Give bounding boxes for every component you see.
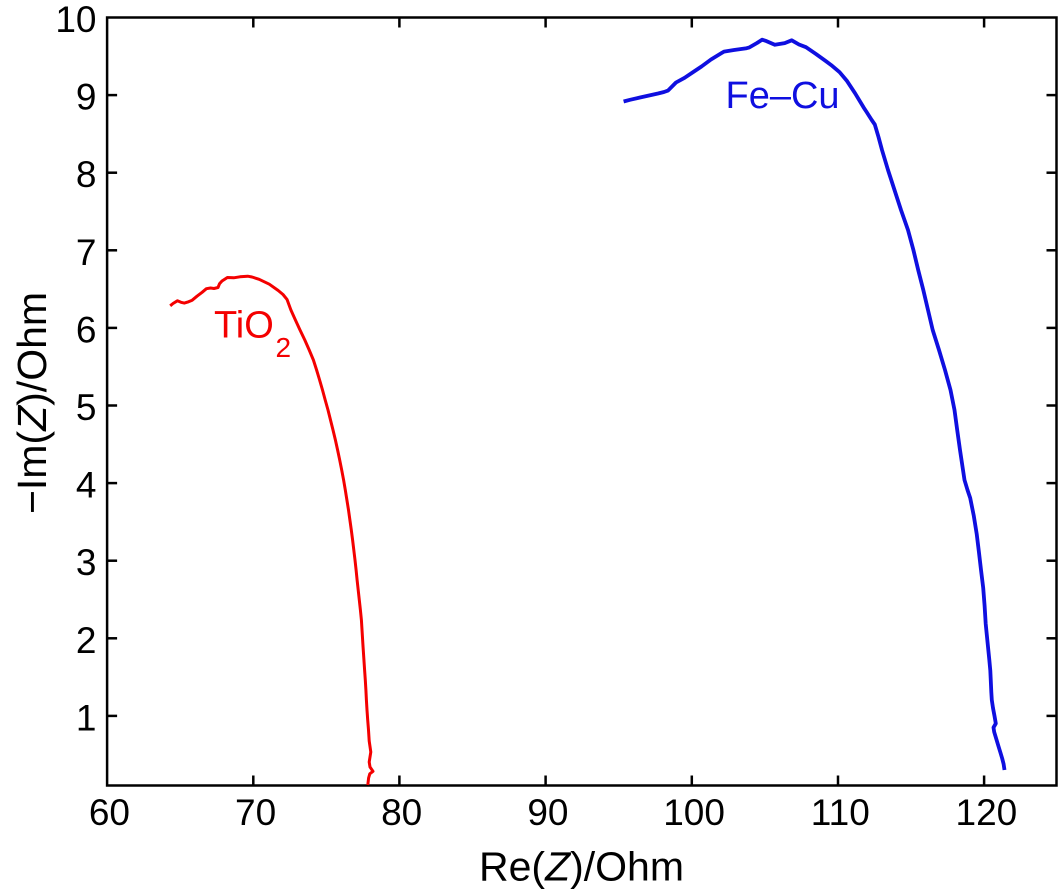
svg-text:60: 60 <box>89 792 130 833</box>
svg-text:4: 4 <box>76 465 97 506</box>
svg-text:Fe–Cu: Fe–Cu <box>726 75 840 117</box>
svg-text:70: 70 <box>235 792 276 833</box>
svg-text:Re(Z)/Ohm: Re(Z)/Ohm <box>479 844 684 890</box>
svg-text:2: 2 <box>76 620 97 661</box>
svg-text:1: 1 <box>76 697 97 738</box>
svg-text:80: 80 <box>381 792 422 833</box>
svg-text:8: 8 <box>76 154 97 195</box>
svg-text:120: 120 <box>956 792 1018 833</box>
svg-text:3: 3 <box>76 542 97 583</box>
svg-text:6: 6 <box>76 309 97 350</box>
svg-text:2: 2 <box>276 332 292 363</box>
svg-text:−Im(Z)/Ohm: −Im(Z)/Ohm <box>9 292 55 514</box>
svg-text:5: 5 <box>76 387 97 428</box>
svg-text:7: 7 <box>76 232 97 273</box>
svg-text:9: 9 <box>76 77 97 118</box>
svg-text:10: 10 <box>55 0 96 40</box>
svg-text:110: 110 <box>811 792 870 833</box>
svg-text:TiO: TiO <box>214 305 274 347</box>
svg-text:90: 90 <box>527 792 568 833</box>
svg-text:100: 100 <box>663 792 725 833</box>
